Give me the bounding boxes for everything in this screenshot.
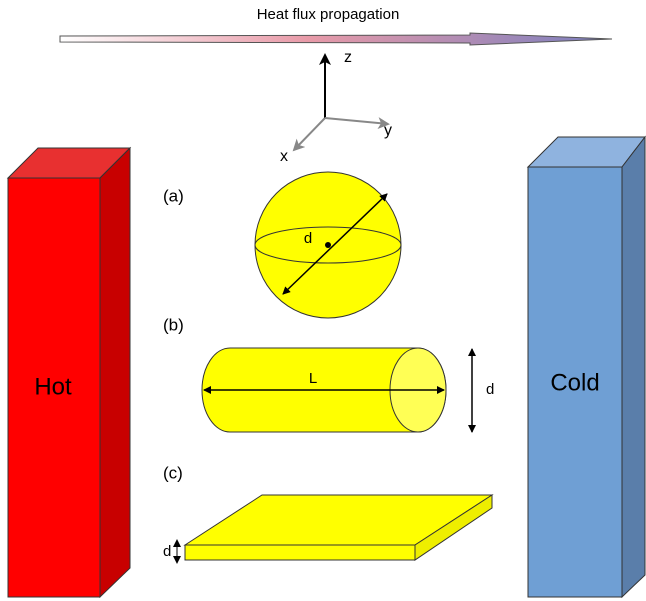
axis-label: x [280,148,288,165]
diameter-arrow [282,193,388,295]
hot-side [99,146,131,599]
panel-label: (c) [163,463,183,482]
axis-label: y [384,122,392,139]
dimension-label: d [163,543,171,560]
cold-side [621,135,646,599]
dimension-label: L [309,370,317,387]
center-dot [325,242,331,248]
title: Heat flux propagation [257,6,400,23]
panel-label: (a) [163,186,184,205]
flux-arrow [59,32,613,46]
dimension-label: d [304,230,312,247]
plate-front [184,544,416,561]
x-axis [292,117,326,152]
cold-front [527,166,623,598]
axis-label: z [344,49,352,66]
dimension-label: d [486,381,494,398]
y-axis [324,117,390,130]
hot-front [7,177,101,598]
hot-label: Hot [34,373,72,400]
cold-label: Cold [550,369,599,396]
panel-label: (b) [163,315,184,334]
